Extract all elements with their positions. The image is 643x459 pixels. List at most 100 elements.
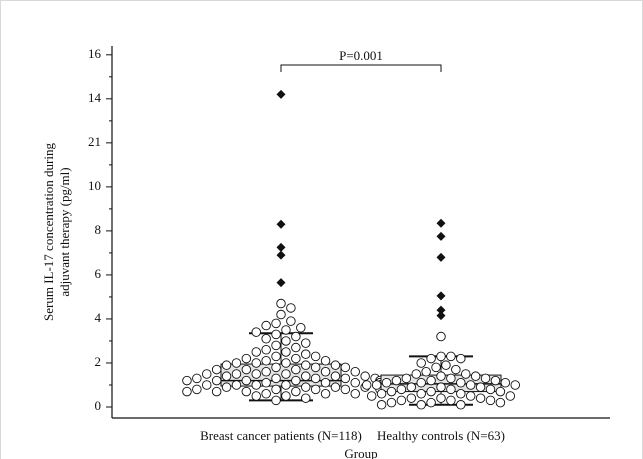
data-point [320, 389, 331, 399]
data-point [366, 391, 377, 401]
data-point [396, 384, 407, 395]
data-point [436, 393, 446, 403]
data-point [426, 375, 436, 386]
outlier [436, 231, 446, 241]
y-tick-label: 14 [88, 90, 102, 105]
data-point [261, 320, 271, 331]
data-point [401, 373, 412, 384]
data-point [416, 358, 426, 368]
p-value: P=0.001 [339, 48, 383, 63]
data-point [436, 382, 446, 392]
outlier [436, 252, 446, 262]
y-tick-label: 8 [95, 222, 102, 237]
data-point [406, 382, 417, 392]
data-point [475, 393, 486, 403]
data-point [286, 303, 296, 313]
data-point [376, 389, 387, 399]
y-axis-label: Serum IL-17 concentration during [41, 143, 56, 321]
data-point [281, 325, 291, 335]
data-point [310, 384, 321, 395]
x-tick-label: Breast cancer patients (N=118) [200, 428, 362, 443]
data-point [251, 380, 261, 390]
data-point [251, 369, 261, 379]
outlier [276, 242, 286, 252]
data-point [436, 331, 446, 342]
y-tick-label: 0 [95, 398, 102, 413]
data-point [281, 369, 291, 379]
x-axis-label: Group [344, 446, 377, 459]
data-point [436, 351, 446, 362]
outlier [276, 89, 286, 99]
data-point [406, 393, 417, 403]
data-point [451, 364, 461, 375]
data-point [271, 318, 281, 329]
data-point [310, 362, 321, 373]
data-point [271, 373, 281, 384]
data-point [211, 364, 222, 375]
data-point [221, 382, 232, 392]
data-point [416, 400, 426, 410]
data-point [446, 384, 456, 395]
data-point [281, 358, 291, 368]
data-point [490, 375, 501, 386]
data-point [182, 386, 192, 397]
y-axis-label: adjuvant therapy (pg/ml) [57, 167, 72, 296]
data-point [301, 338, 311, 348]
data-point [446, 351, 456, 362]
data-point [271, 395, 281, 406]
outlier [436, 291, 446, 301]
data-point [281, 347, 291, 357]
data-point [211, 386, 222, 397]
data-point [271, 329, 281, 340]
data-point [241, 375, 252, 386]
data-point [291, 342, 301, 353]
data-point [231, 358, 242, 368]
data-point [251, 391, 261, 401]
data-point [320, 356, 331, 366]
y-tick-label: 21 [88, 134, 101, 149]
data-point [495, 397, 506, 408]
data-point [330, 360, 341, 370]
data-point [310, 373, 321, 384]
data-point [276, 298, 286, 309]
data-point [192, 384, 202, 395]
data-point [301, 349, 311, 359]
data-point [241, 386, 252, 397]
data-point [485, 384, 496, 395]
data-point [470, 371, 481, 381]
data-point [301, 382, 311, 392]
x-tick-label: Healthy controls (N=63) [377, 428, 505, 443]
significance-bracket [280, 64, 442, 72]
data-point [261, 345, 271, 355]
data-point [465, 380, 476, 390]
data-point [211, 375, 222, 386]
y-tick-label: 6 [95, 266, 102, 281]
data-point [376, 400, 387, 410]
data-point [182, 375, 192, 386]
data-point [251, 327, 261, 337]
data-point [475, 382, 486, 392]
data-point [350, 367, 361, 377]
data-point [221, 371, 232, 381]
data-point [362, 380, 372, 390]
data-point [465, 391, 476, 401]
data-point [301, 371, 311, 381]
data-point [320, 378, 331, 388]
data-point [296, 323, 306, 333]
data-point [221, 360, 232, 370]
data-point [505, 391, 516, 401]
data-point [436, 371, 446, 381]
data-point [426, 386, 436, 397]
data-point [291, 375, 301, 386]
data-point [241, 364, 252, 375]
data-point [446, 373, 456, 384]
data-point [386, 397, 397, 408]
data-point [261, 367, 271, 377]
data-point [271, 351, 281, 362]
data-point [495, 386, 506, 397]
data-point [310, 351, 321, 362]
data-point [301, 360, 311, 370]
data-point [446, 395, 456, 406]
data-point [360, 371, 370, 381]
